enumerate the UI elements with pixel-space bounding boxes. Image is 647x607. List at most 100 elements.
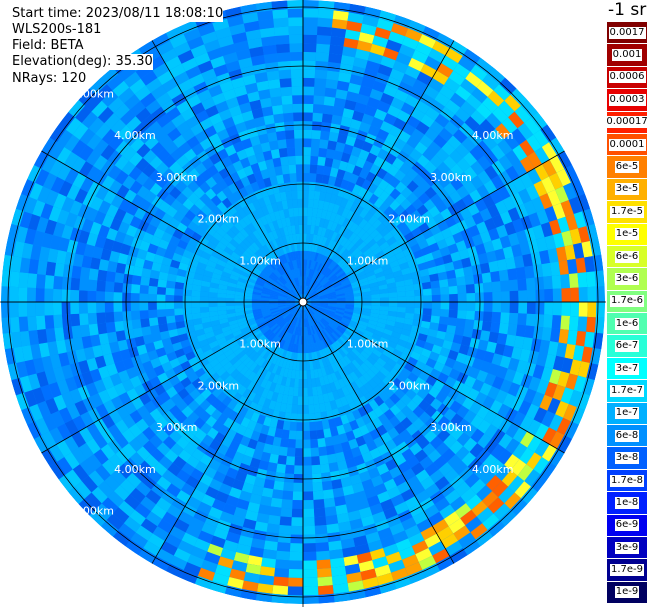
range-gate — [329, 333, 338, 342]
range-gate — [280, 320, 288, 329]
range-gate — [367, 539, 383, 552]
range-gate — [272, 326, 281, 334]
range-gate — [396, 220, 408, 232]
range-gate — [316, 253, 322, 263]
range-gate — [326, 346, 333, 356]
range-gate — [517, 278, 527, 291]
range-gate — [422, 563, 441, 578]
range-gate — [165, 287, 175, 296]
range-gate — [317, 226, 323, 236]
range-gate — [375, 370, 387, 382]
range-gate — [401, 267, 411, 276]
range-gate — [338, 432, 349, 444]
range-gate — [366, 274, 377, 281]
range-gate — [254, 72, 268, 83]
range-gate — [222, 406, 233, 418]
range-gate — [185, 350, 196, 361]
range-gate — [307, 207, 313, 217]
range-gate — [441, 227, 453, 239]
range-gate — [119, 243, 131, 256]
range-gate — [286, 302, 296, 304]
range-gate — [274, 192, 282, 203]
range-gate — [114, 208, 127, 222]
range-gate — [283, 208, 290, 219]
range-gate — [369, 259, 380, 267]
range-gate — [281, 358, 288, 369]
range-gate — [342, 315, 352, 321]
range-gate — [303, 43, 317, 53]
range-gate — [293, 121, 303, 130]
range-gate — [262, 244, 271, 254]
range-gate — [561, 302, 571, 316]
range-gate — [262, 398, 272, 409]
range-gate — [281, 331, 288, 340]
range-gate — [294, 224, 300, 234]
range-gate — [78, 290, 88, 302]
range-gate — [482, 395, 496, 410]
range-gate — [544, 235, 557, 250]
range-gate — [185, 115, 200, 129]
range-gate — [138, 128, 153, 144]
range-gate — [204, 551, 221, 565]
range-gate — [210, 535, 226, 549]
range-gate — [501, 117, 518, 134]
range-gate — [351, 283, 361, 289]
range-gate — [436, 238, 448, 250]
range-gate — [335, 288, 345, 294]
range-gate — [256, 512, 270, 524]
range-gate — [315, 359, 321, 370]
range-gate — [326, 220, 334, 230]
range-gate — [16, 226, 28, 243]
range-gate — [251, 242, 260, 252]
range-gate — [332, 106, 345, 117]
range-gate — [489, 399, 503, 415]
range-gate — [316, 165, 325, 175]
colorbar-level-label: 6e-5 — [614, 161, 640, 174]
range-gate — [225, 305, 235, 311]
range-gate — [38, 342, 50, 358]
range-gate — [155, 92, 172, 107]
range-gate — [234, 263, 244, 271]
range-gate — [311, 251, 317, 261]
range-gate — [242, 194, 253, 206]
range-gate — [353, 264, 363, 273]
range-gate — [247, 501, 260, 513]
range-gate — [395, 193, 407, 205]
range-gate — [312, 360, 318, 370]
range-gate — [248, 232, 258, 243]
range-gate — [202, 362, 213, 373]
range-gate — [403, 318, 414, 326]
range-gate — [304, 276, 307, 286]
range-gate — [265, 158, 275, 169]
range-gate — [61, 289, 71, 302]
range-gate — [69, 200, 83, 216]
range-gate — [351, 261, 361, 270]
range-gate — [135, 418, 149, 433]
range-gate — [290, 307, 298, 314]
range-gate — [264, 330, 273, 339]
range-gate — [89, 77, 107, 95]
range-gate — [267, 514, 281, 525]
range-gate — [172, 228, 184, 240]
range-gate — [285, 359, 291, 370]
range-gate — [343, 239, 352, 249]
range-gate — [288, 386, 295, 396]
range-gate — [255, 152, 266, 163]
range-gate — [453, 128, 468, 144]
colorbar-level: 3e-7 — [607, 357, 647, 381]
range-gate — [103, 238, 115, 251]
range-gate — [303, 309, 305, 319]
range-gate — [498, 100, 515, 118]
colorbar-level-label: 3e-7 — [614, 362, 640, 375]
range-gate — [308, 307, 316, 314]
range-gate — [307, 288, 313, 296]
range-gate — [305, 242, 310, 252]
range-gate — [487, 204, 500, 218]
range-gate — [324, 285, 334, 291]
range-gate — [320, 318, 329, 327]
range-gate — [468, 224, 480, 238]
range-gate — [239, 435, 251, 447]
range-gate — [414, 360, 426, 371]
range-gate — [313, 369, 320, 379]
range-gate — [563, 404, 577, 422]
